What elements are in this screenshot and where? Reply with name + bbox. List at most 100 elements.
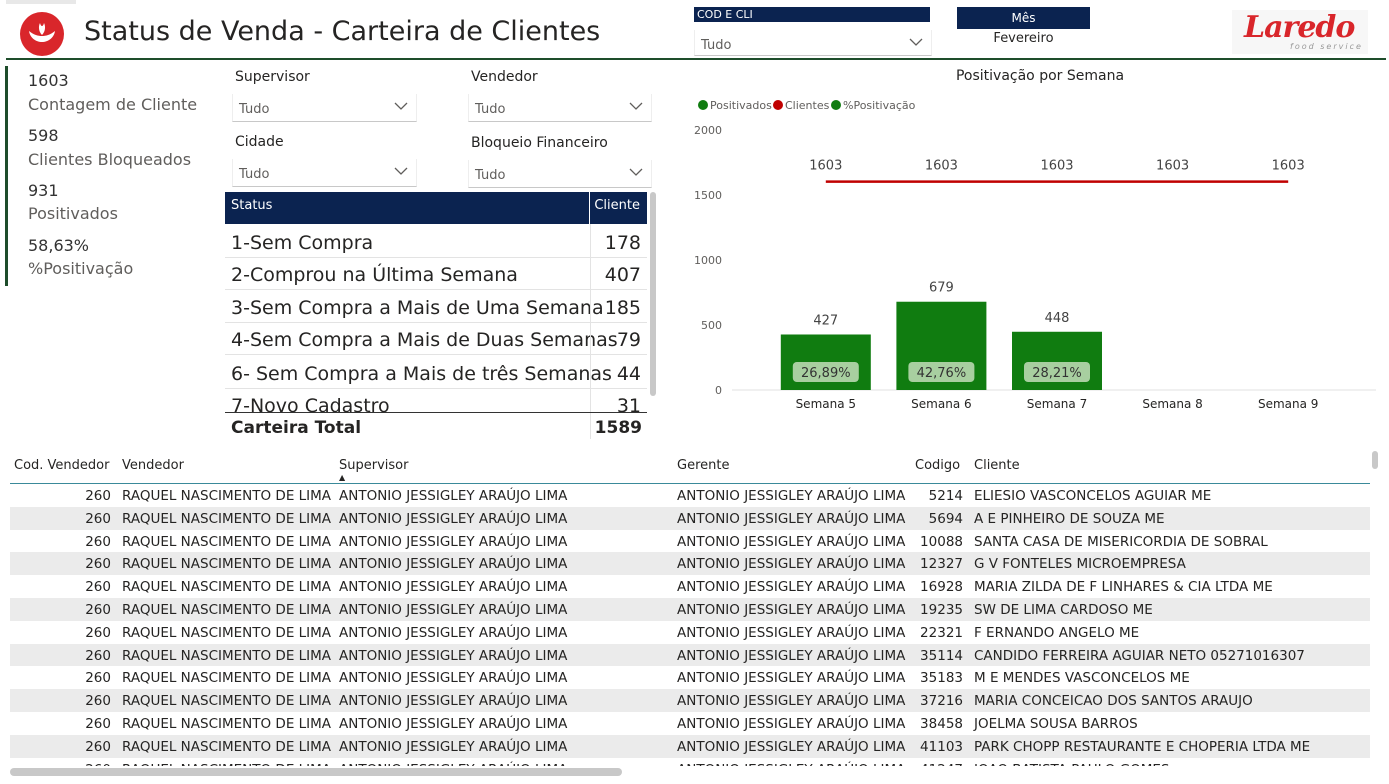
- legend-item-positivados[interactable]: Positivados: [698, 99, 772, 112]
- supervisor-cell: ANTONIO JESSIGLEY ARAÚJO LIMA: [339, 716, 568, 732]
- status-row[interactable]: 2-Comprou na Última Semana 407: [225, 258, 647, 290]
- bar-value-label: 427: [813, 313, 838, 328]
- legend-label: %Positivação: [843, 99, 916, 112]
- status-row[interactable]: 1-Sem Compra 178: [225, 226, 647, 258]
- pct-data-label: 26,89%: [801, 366, 851, 381]
- x-category-label: Semana 5: [796, 397, 856, 411]
- y-tick-label: 1500: [694, 189, 722, 202]
- sort-ascending-icon: ▲: [339, 473, 346, 482]
- codcli-dropdown[interactable]: Tudo: [694, 30, 932, 56]
- supervisor-cell: ANTONIO JESSIGLEY ARAÚJO LIMA: [339, 693, 568, 710]
- cod-vendedor-cell: 260: [85, 533, 111, 550]
- status-row[interactable]: 6- Sem Compra a Mais de três Semanas 44: [225, 357, 647, 389]
- pct-data-label: 42,76%: [917, 366, 967, 381]
- cod-vendedor-cell: 260: [85, 738, 111, 755]
- table-row[interactable]: 260 RAQUEL NASCIMENTO DE LIMA ANTONIO JESS…: [10, 575, 1370, 598]
- status-cell: 6- Sem Compra a Mais de três Semanas: [231, 363, 612, 385]
- status-cell: 4-Sem Compra a Mais de Duas Semanas: [231, 329, 618, 351]
- cliente-cell: A E PINHEIRO DE SOUZA ME: [974, 510, 1165, 527]
- cliente-cell: CANDIDO FERREIRA AGUIAR NETO 05271016307: [974, 647, 1305, 664]
- vendedor-cell: RAQUEL NASCIMENTO DE LIMA: [122, 533, 332, 550]
- pct-data-label: 28,21%: [1032, 366, 1082, 381]
- status-row[interactable]: 7-Novo Cadastro 31: [225, 389, 647, 412]
- vendedor-cell: RAQUEL NASCIMENTO DE LIMA: [122, 716, 332, 732]
- legend-label: Clientes: [785, 99, 830, 112]
- legend-dot-icon: [831, 100, 841, 110]
- col-header-vendedor[interactable]: Vendedor: [122, 458, 184, 473]
- cidade-dropdown[interactable]: Tudo: [232, 159, 417, 187]
- legend-item-positivacao[interactable]: %Positivação: [831, 99, 915, 112]
- kpi-label-positivados: Positivados: [28, 204, 118, 223]
- gerente-cell: ANTONIO JESSIGLEY ARAÚJO LIMA: [677, 647, 906, 664]
- cliente-column-header[interactable]: Cliente: [594, 198, 640, 213]
- gerente-cell: ANTONIO JESSIGLEY ARAÚJO LIMA: [677, 533, 906, 550]
- table-row[interactable]: 260 RAQUEL NASCIMENTO DE LIMA ANTONIO JESS…: [10, 758, 1370, 766]
- status-table-scrollbar[interactable]: [650, 192, 656, 396]
- codcli-slicer-title: COD E CLI: [694, 7, 930, 22]
- table-row[interactable]: 260 RAQUEL NASCIMENTO DE LIMA ANTONIO JESS…: [10, 734, 1370, 758]
- table-row[interactable]: 260 RAQUEL NASCIMENTO DE LIMA ANTONIO JESS…: [10, 621, 1370, 644]
- page-title: Status de Venda - Carteira de Clientes: [84, 16, 601, 47]
- pct-label-bg: [1024, 362, 1090, 382]
- bloqueio-dropdown[interactable]: Tudo: [468, 160, 652, 188]
- cidade-dropdown-value: Tudo: [239, 167, 270, 182]
- table-row[interactable]: 260 RAQUEL NASCIMENTO DE LIMA ANTONIO JESS…: [10, 552, 1370, 576]
- legend-item-clientes[interactable]: Clientes: [773, 99, 829, 112]
- col-header-cod-vendedor[interactable]: Cod. Vendedor: [14, 458, 110, 473]
- table-row[interactable]: 260 RAQUEL NASCIMENTO DE LIMA ANTONIO JESS…: [10, 506, 1370, 530]
- supervisor-cell: ANTONIO JESSIGLEY ARAÚJO LIMA: [339, 762, 567, 766]
- vendedor-cell: RAQUEL NASCIMENTO DE LIMA: [122, 488, 332, 504]
- y-tick-label: 2000: [694, 124, 722, 137]
- mes-slicer-title: Mês: [957, 7, 1090, 29]
- table-row[interactable]: 260 RAQUEL NASCIMENTO DE LIMA ANTONIO JESS…: [10, 712, 1370, 735]
- supervisor-cell: ANTONIO JESSIGLEY ARAÚJO LIMA: [339, 556, 568, 573]
- pct-label-bg: [908, 362, 975, 382]
- x-category-label: Semana 7: [1027, 397, 1087, 411]
- cliente-cell: PARK CHOPP RESTAURANTE E CHOPERIA LTDA M…: [974, 738, 1311, 755]
- detail-table-horizontal-scrollbar[interactable]: [10, 768, 622, 776]
- status-column-divider: [590, 224, 591, 439]
- status-row[interactable]: 3-Sem Compra a Mais de Uma Semana 185: [225, 291, 647, 323]
- status-column-header[interactable]: Status: [231, 198, 273, 213]
- col-header-gerente[interactable]: Gerente: [677, 458, 730, 473]
- chevron-down-icon: [394, 167, 408, 175]
- vendedor-cell: RAQUEL NASCIMENTO DE LIMA: [122, 624, 332, 641]
- cliente-cell: SANTA CASA DE MISERICORDIA DE SOBRAL: [974, 533, 1268, 550]
- supervisor-slicer-label: Supervisor: [235, 69, 310, 85]
- status-table-header: Status Cliente: [225, 192, 647, 224]
- mes-slicer-value[interactable]: Fevereiro: [993, 31, 1054, 46]
- vendedor-dropdown[interactable]: Tudo: [468, 94, 652, 122]
- table-row[interactable]: 260 RAQUEL NASCIMENTO DE LIMA ANTONIO JESS…: [10, 598, 1370, 621]
- line-value-label: 1603: [809, 159, 842, 174]
- carteira-total-value: 1589: [594, 418, 642, 438]
- codigo-cell: 41103: [920, 738, 963, 755]
- company-logo-icon: [20, 12, 64, 56]
- codigo-cell: 35183: [920, 670, 963, 687]
- bar-value-label: 679: [929, 281, 954, 296]
- cliente-cell: MARIA ZILDA DE F LINHARES & CIA LTDA ME: [974, 579, 1273, 596]
- status-cell: 3-Sem Compra a Mais de Uma Semana: [231, 297, 604, 319]
- table-row[interactable]: 260 RAQUEL NASCIMENTO DE LIMA ANTONIO JESS…: [10, 689, 1370, 712]
- table-row[interactable]: 260 RAQUEL NASCIMENTO DE LIMA ANTONIO JESS…: [10, 530, 1370, 553]
- chart-title: Positivação por Semana: [955, 68, 1125, 84]
- vendedor-cell: RAQUEL NASCIMENTO DE LIMA: [122, 693, 332, 710]
- chevron-down-icon: [629, 168, 643, 176]
- table-row[interactable]: 260 RAQUEL NASCIMENTO DE LIMA ANTONIO JESS…: [10, 643, 1370, 667]
- col-header-cliente[interactable]: Cliente: [974, 458, 1020, 473]
- supervisor-dropdown[interactable]: Tudo: [232, 94, 417, 122]
- detail-table-vertical-scrollbar[interactable]: [1372, 451, 1378, 469]
- codigo-cell: 38458: [920, 716, 963, 732]
- kpi-label-contagem: Contagem de Cliente: [28, 95, 198, 114]
- kpi-value-positivacao: 58,63%: [28, 236, 90, 255]
- gerente-cell: ANTONIO JESSIGLEY ARAÚJO LIMA: [677, 488, 906, 504]
- status-row[interactable]: 4-Sem Compra a Mais de Duas Semanas 79: [225, 323, 647, 355]
- table-row[interactable]: 260 RAQUEL NASCIMENTO DE LIMA ANTONIO JESS…: [10, 484, 1370, 507]
- col-header-codigo[interactable]: Codigo: [915, 458, 961, 473]
- vendedor-cell: RAQUEL NASCIMENTO DE LIMA: [122, 602, 332, 618]
- cod-vendedor-cell: 260: [85, 716, 111, 732]
- gerente-cell: ANTONIO JESSIGLEY ARAÚJO LIMA: [677, 602, 906, 618]
- codigo-cell: 10088: [920, 533, 963, 550]
- chevron-down-icon: [394, 102, 408, 110]
- col-header-supervisor[interactable]: Supervisor: [339, 458, 409, 473]
- table-row[interactable]: 260 RAQUEL NASCIMENTO DE LIMA ANTONIO JESS…: [10, 666, 1370, 689]
